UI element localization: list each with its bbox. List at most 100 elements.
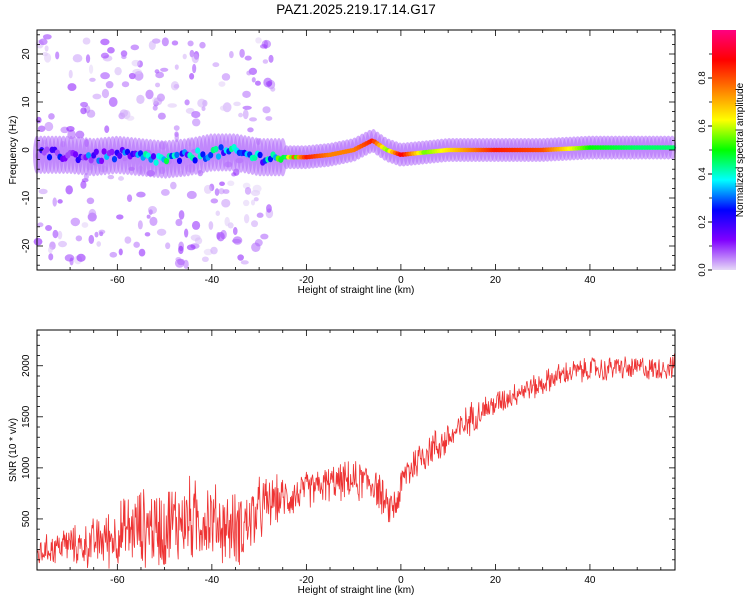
spectrogram-noise-mark — [120, 50, 128, 57]
spectrogram-noise-mark — [144, 232, 151, 237]
spectrogram-noise-mark — [192, 118, 201, 127]
spectrogram-noise-mark — [232, 236, 243, 245]
spectrogram-noise-mark — [175, 218, 183, 227]
spectrogram-noise-mark — [124, 236, 132, 244]
spectrogram-noise-mark — [156, 228, 167, 236]
spectrogram-noise-mark — [270, 86, 276, 92]
spectrogram-noise-mark — [268, 54, 274, 63]
spectrogram-noise-mark — [201, 256, 209, 262]
spectrogram-ridge-mark — [117, 152, 123, 159]
y-tick-label: 1500 — [21, 405, 32, 428]
spectrogram-intensity-marks — [33, 34, 677, 270]
snr-y-ticks: 500 1000 1500 2000 — [21, 334, 675, 561]
spectrogram-noise-mark — [191, 110, 201, 119]
spectrogram-noise-mark — [65, 185, 73, 195]
spectrogram-noise-mark — [155, 82, 161, 88]
spectrogram-ridge-mark — [111, 155, 118, 163]
spectrogram-noise-mark — [89, 77, 96, 82]
spectrogram-noise-mark — [116, 214, 124, 220]
spectrogram-noise-mark — [210, 198, 219, 204]
spectrogram-noise-mark — [221, 73, 231, 81]
y-tick-label: 10 — [21, 96, 32, 108]
y-tick-label: 2000 — [21, 354, 32, 377]
spectrogram-noise-mark — [70, 217, 81, 227]
spectrogram-noise-mark — [146, 214, 151, 219]
x-tick-label: 0 — [398, 575, 404, 586]
spectrogram-noise-mark — [148, 40, 156, 51]
spectrogram-noise-mark — [237, 254, 244, 261]
spectrogram-x-axis-label: Height of straight line (km) — [298, 285, 415, 296]
colorbar-tick-label: 0.0 — [697, 263, 708, 276]
spectrogram-noise-mark — [107, 47, 115, 54]
snr-panel: -60 -40 -20 0 20 40 500 1000 1500 2000 Height of… — [8, 329, 676, 596]
spectrogram-noise-mark — [121, 55, 127, 60]
spectrogram-noise-mark — [108, 96, 118, 107]
snr-x-ticks: -60 -40 -20 0 20 40 — [69, 330, 662, 586]
x-tick-label: -60 — [110, 575, 125, 586]
y-tick-label: 0 — [21, 147, 32, 153]
spectrogram-noise-mark — [57, 230, 63, 240]
x-tick-label: 20 — [490, 275, 502, 286]
spectrogram-noise-mark — [178, 210, 185, 220]
spectrogram-noise-mark — [246, 70, 252, 76]
spectrogram-noise-mark — [72, 54, 83, 63]
spectrogram-noise-mark — [174, 258, 185, 268]
spectrogram-noise-mark — [212, 62, 220, 68]
spectrogram-noise-mark — [251, 220, 259, 228]
colorbar-ticks: 0.0 0.2 0.4 0.6 0.8 — [697, 53, 712, 277]
spectrogram-noise-mark — [67, 83, 77, 92]
spectrogram-ridge-mark — [44, 146, 50, 153]
spectrogram-noise-mark — [98, 229, 106, 234]
spectrogram-noise-mark — [186, 190, 197, 200]
colorbar-tick-label: 0.8 — [697, 71, 708, 84]
spectrogram-noise-mark — [38, 38, 48, 46]
spectrogram-noise-mark — [167, 103, 178, 108]
x-tick-label: -20 — [299, 275, 314, 286]
spectrogram-noise-mark — [55, 51, 60, 60]
spectrogram-noise-mark — [251, 77, 256, 83]
spectrogram-noise-mark — [82, 37, 91, 45]
spectrogram-noise-mark — [38, 188, 48, 195]
spectrogram-noise-mark — [219, 105, 227, 111]
x-tick-label: 0 — [398, 275, 404, 286]
spectrogram-noise-mark — [199, 41, 206, 49]
spectrogram-noise-mark — [165, 242, 171, 250]
spectrogram-ridge-mark — [176, 157, 183, 165]
spectrogram-noise-mark — [100, 52, 109, 59]
spectrogram-noise-mark — [184, 99, 190, 106]
spectrogram-noise-mark — [58, 240, 68, 248]
spectrogram-noise-mark — [100, 38, 110, 46]
spectrogram-noise-mark — [231, 172, 237, 177]
y-tick-label: 1000 — [21, 456, 32, 479]
x-tick-label: 40 — [584, 575, 596, 586]
spectrogram-noise-mark — [37, 125, 46, 132]
spectrogram-noise-mark — [133, 241, 140, 248]
spectrogram-noise-mark — [44, 121, 54, 132]
spectrogram-noise-mark — [219, 181, 225, 187]
y-tick-label: 20 — [21, 48, 32, 60]
spectrogram-noise-mark — [137, 220, 143, 230]
spectrogram-noise-mark — [214, 188, 220, 196]
figure-title: PAZ1.2025.219.17.14.G17 — [276, 2, 436, 17]
spectrogram-noise-mark — [244, 55, 252, 61]
spectrogram-noise-mark — [118, 248, 123, 256]
spectrogram-ridge-mark — [98, 157, 105, 165]
spectrogram-noise-mark — [224, 216, 230, 227]
spectrogram-ridge-mark — [174, 151, 180, 159]
spectrogram-noise-mark — [88, 234, 95, 244]
spectrogram-noise-mark — [86, 109, 96, 118]
spectrogram-noise-mark — [191, 220, 201, 230]
spectrogram-noise-mark — [186, 244, 196, 251]
spectrogram-noise-mark — [33, 237, 43, 246]
spectrogram-ridge-mark — [72, 151, 79, 158]
spectrogram-noise-mark — [161, 37, 169, 47]
spectrogram-ridge-mark — [150, 153, 157, 160]
x-tick-label: 20 — [490, 575, 502, 586]
spectrogram-noise-mark — [94, 231, 99, 238]
spectrogram-noise-mark — [260, 233, 269, 240]
spectrogram-noise-mark — [170, 181, 177, 190]
spectrogram-noise-mark — [114, 67, 122, 76]
spectrogram-noise-mark — [173, 84, 180, 89]
spectrogram-noise-mark — [42, 34, 52, 40]
snr-y-axis-label: SNR (10 * v/v) — [8, 418, 19, 482]
